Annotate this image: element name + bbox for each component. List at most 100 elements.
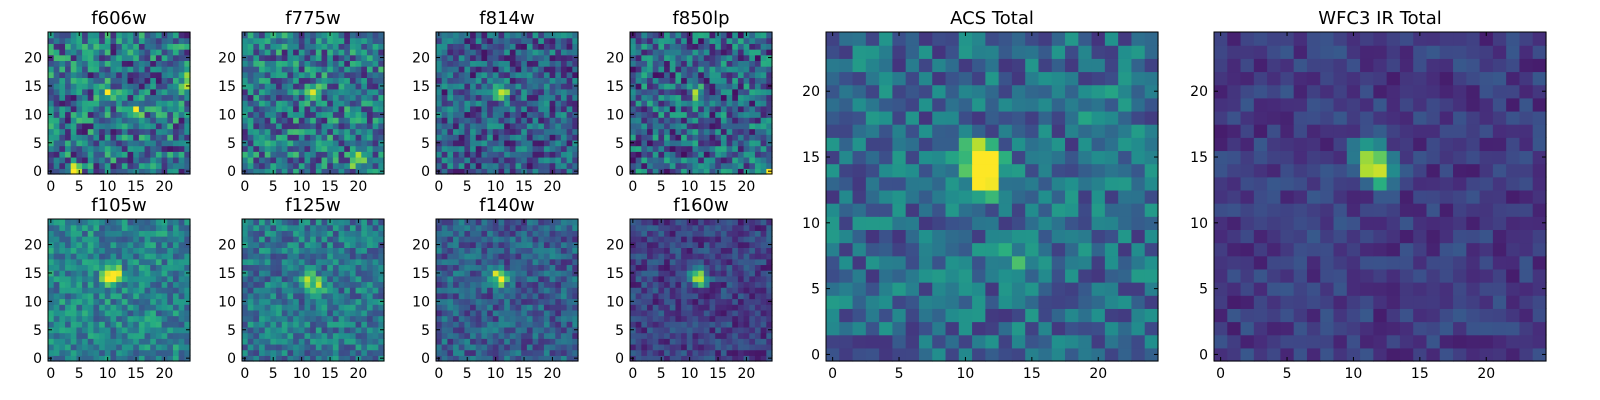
heatmap-cell [344, 281, 351, 288]
heatmap-cell [87, 139, 95, 147]
heatmap-cell [498, 298, 505, 305]
heatmap-cell [453, 43, 460, 50]
heatmap-cell [87, 49, 95, 56]
heatmap-cell [281, 49, 289, 56]
heatmap-cell [338, 326, 345, 334]
heatmap-cell [521, 292, 528, 300]
heatmap-cell [87, 321, 95, 328]
heatmap-cell [59, 219, 66, 226]
heatmap-cell [475, 151, 483, 158]
heatmap-cell [82, 49, 89, 56]
heatmap-cell [504, 43, 511, 50]
heatmap-cell [572, 275, 579, 283]
heatmap-cell [184, 156, 191, 164]
heatmap-cell [361, 321, 368, 328]
heatmap-cell [167, 145, 174, 152]
heatmap-cell [549, 54, 556, 61]
heatmap-cell [470, 162, 477, 169]
heatmap-cell [566, 315, 573, 322]
heatmap-cell [715, 309, 722, 317]
heatmap-cell [48, 287, 55, 294]
heatmap-cell [481, 60, 488, 67]
heatmap-cell [447, 270, 454, 277]
heatmap-cell [150, 219, 157, 226]
heatmap-cell [281, 321, 289, 328]
heatmap-cell [652, 168, 659, 175]
heatmap-cell [127, 338, 134, 345]
heatmap-cell [572, 236, 579, 243]
heatmap-cell [184, 128, 191, 135]
heatmap-cell [133, 287, 140, 294]
heatmap-cell [492, 258, 500, 266]
heatmap-cell [82, 287, 89, 294]
heatmap-cell [355, 230, 362, 237]
heatmap-cell [566, 162, 573, 169]
heatmap-cell [669, 315, 677, 322]
heatmap-cell [99, 60, 106, 67]
heatmap-cell [82, 315, 89, 322]
heatmap-cell [453, 287, 460, 294]
heatmap-cell [754, 49, 762, 56]
heatmap-cell [441, 258, 448, 266]
heatmap-cell [470, 264, 477, 271]
heatmap-cell [481, 94, 488, 101]
heatmap-cell [732, 315, 739, 322]
heatmap-cell [184, 71, 191, 79]
heatmap-cell [458, 134, 465, 141]
heatmap-cell [298, 349, 306, 356]
heatmap-cell [310, 83, 317, 90]
heatmap-cell [441, 168, 448, 175]
heatmap-cell [344, 60, 351, 67]
heatmap-cell [121, 247, 129, 254]
heatmap-cell [709, 54, 716, 61]
heatmap-cell [276, 145, 283, 152]
heatmap-cell [144, 128, 151, 135]
heatmap-cell [641, 151, 648, 158]
heatmap-cell [281, 230, 289, 237]
heatmap-cell [178, 122, 185, 130]
heatmap-cell [737, 355, 745, 362]
heatmap-cell [566, 343, 573, 351]
heatmap-cell [366, 83, 374, 90]
heatmap-cell [538, 292, 545, 300]
heatmap-cell [675, 321, 682, 328]
heatmap-cell [121, 355, 129, 362]
heatmap-cell [720, 111, 728, 118]
heatmap-cell [82, 321, 89, 328]
heatmap-cell [133, 343, 140, 351]
heatmap-cell [549, 43, 556, 50]
heatmap-cell [641, 43, 648, 50]
heatmap-cell [726, 156, 733, 164]
heatmap-cell [543, 292, 551, 300]
heatmap-cell [509, 139, 517, 147]
heatmap-cell [48, 309, 55, 317]
heatmap-cell [338, 298, 345, 305]
heatmap-cell [681, 292, 688, 300]
heatmap-cell [247, 156, 254, 164]
heatmap-cell [720, 139, 728, 147]
heatmap-cell [481, 287, 488, 294]
heatmap-cell [338, 309, 345, 317]
heatmap-cell [641, 338, 648, 345]
heatmap-cell [150, 349, 157, 356]
heatmap-cell [749, 321, 756, 328]
heatmap-cell [270, 66, 277, 73]
heatmap-cell [470, 100, 477, 107]
heatmap-cell [441, 128, 448, 135]
heatmap-cell [441, 105, 448, 113]
heatmap-cell [521, 338, 528, 345]
heatmap-cell [492, 117, 500, 124]
heatmap-cell [344, 162, 351, 169]
heatmap-cell [378, 309, 385, 317]
heatmap-cell [281, 60, 289, 67]
heatmap-cell [167, 253, 174, 260]
heatmap-cell [138, 128, 146, 135]
heatmap-cell [264, 168, 271, 175]
heatmap-cell [487, 122, 494, 130]
heatmap-cell [754, 309, 762, 317]
heatmap-cell [127, 100, 134, 107]
heatmap-cell [509, 168, 517, 175]
heatmap-cell [504, 298, 511, 305]
heatmap-cell [127, 54, 134, 61]
